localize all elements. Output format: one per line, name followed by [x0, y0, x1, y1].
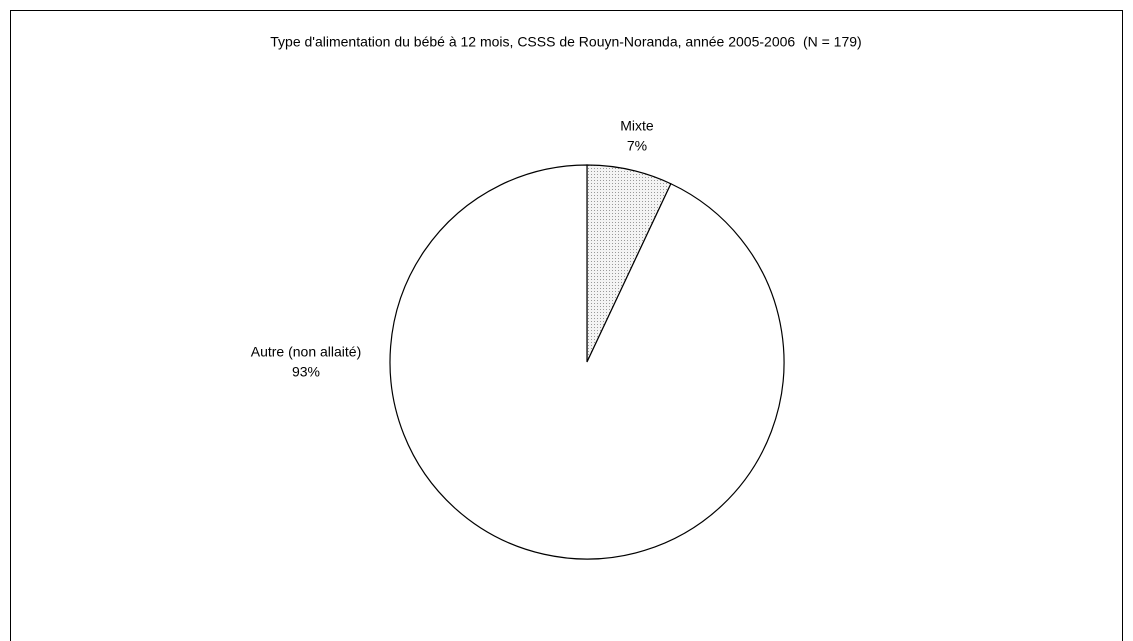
pie-slice [389, 164, 785, 560]
slice-value-label: 7% [627, 138, 647, 154]
slice-label: Mixte [620, 118, 654, 134]
chart-border [10, 10, 1123, 641]
chart-title: Type d'alimentation du bébé à 12 mois, C… [270, 34, 861, 50]
slice-label: Autre (non allaité) [251, 344, 362, 360]
slice-value-label: 93% [292, 364, 320, 380]
